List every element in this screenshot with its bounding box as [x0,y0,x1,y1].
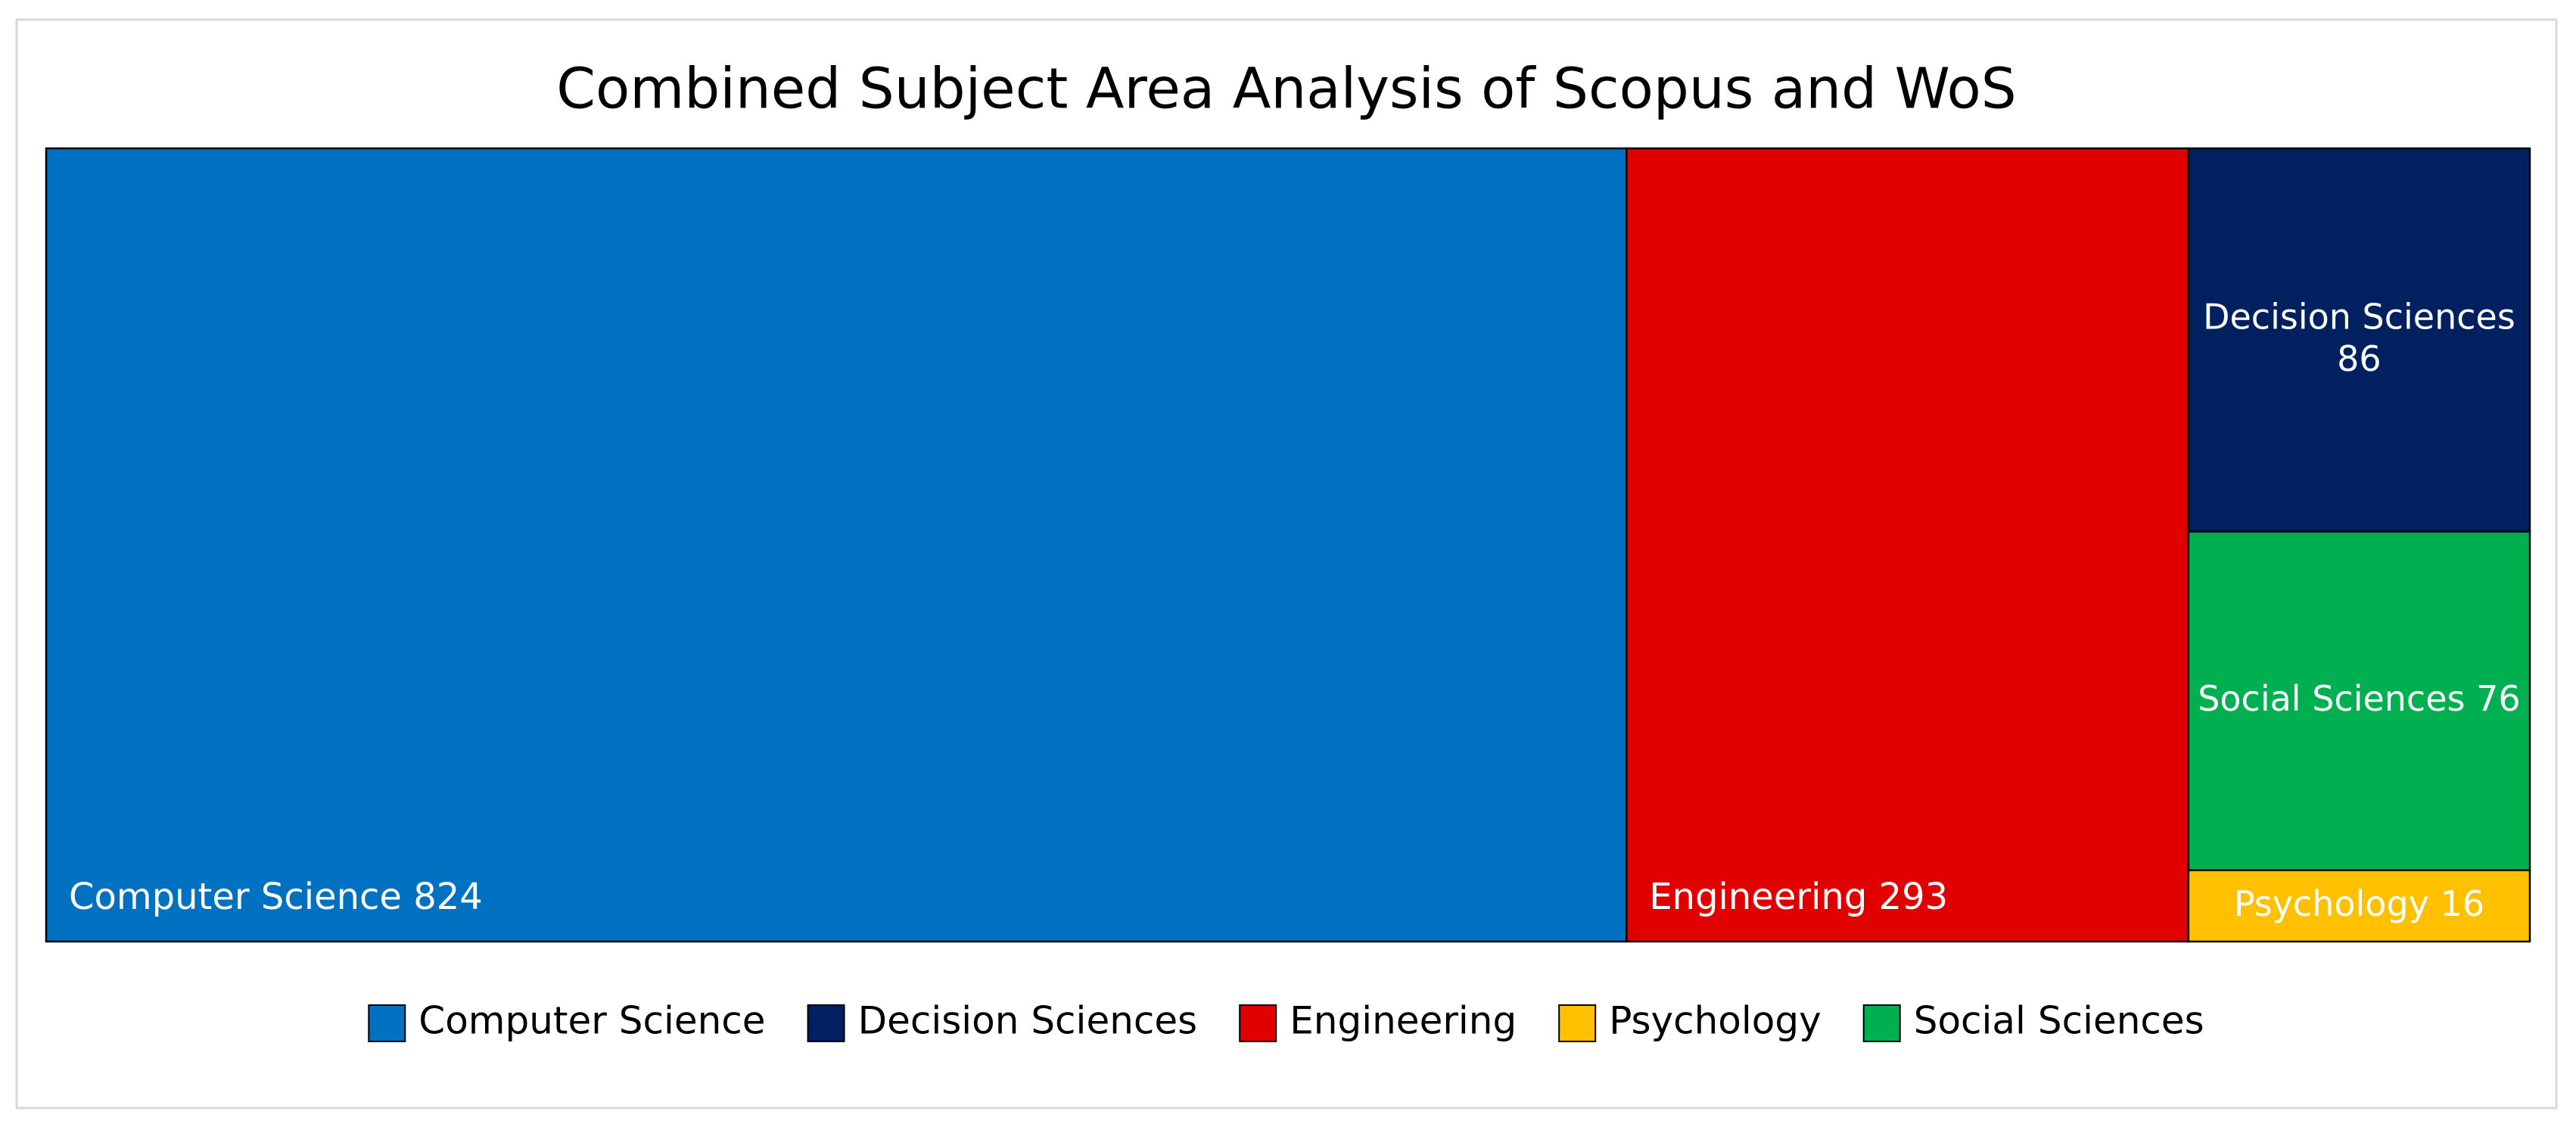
cell-label-name: Social Sciences [2198,678,2465,719]
legend-swatch [1862,1004,1901,1042]
cell-label-value: 16 [2441,883,2485,923]
cell-label: Computer Science 824 [69,876,483,918]
legend-swatch [807,1004,845,1042]
cell-label-value: 76 [2476,678,2521,719]
cell-label-value: 293 [1879,876,1949,918]
cell-label: Engineering 293 [1649,876,1948,918]
legend-label: Social Sciences [1914,999,2204,1043]
legend-swatch [1239,1004,1277,1042]
treemap-cell [2187,869,2531,943]
treemap-cell [2187,147,2531,533]
cell-label-value: 824 [413,876,483,918]
treemap-cell [2187,531,2531,872]
treemap-cell [1626,147,2190,943]
legend-swatch [1558,1004,1597,1042]
cell-label: Decision Sciences 86 [2203,296,2515,378]
chart-title: Combined Subject Area Analysis of Scopus… [556,57,2016,122]
cell-label-name: Computer Science [69,876,402,918]
treemap-cell [45,147,1628,943]
legend-label: Computer Science [418,999,765,1043]
cell-label-value: 86 [2337,338,2382,378]
cell-label: Social Sciences 76 [2198,678,2520,719]
cell-label: Psychology 16 [2234,883,2484,923]
legend: Computer Science Decision Sciences Enginee… [368,999,2204,1043]
cell-label-name: Decision Sciences [2203,296,2515,337]
legend-label: Psychology [1609,999,1822,1043]
legend-label: Decision Sciences [858,999,1198,1043]
legend-label: Engineering [1290,999,1517,1043]
legend-swatch [368,1004,406,1042]
cell-label-name: Engineering [1649,876,1867,918]
cell-label-name: Psychology [2234,883,2429,923]
